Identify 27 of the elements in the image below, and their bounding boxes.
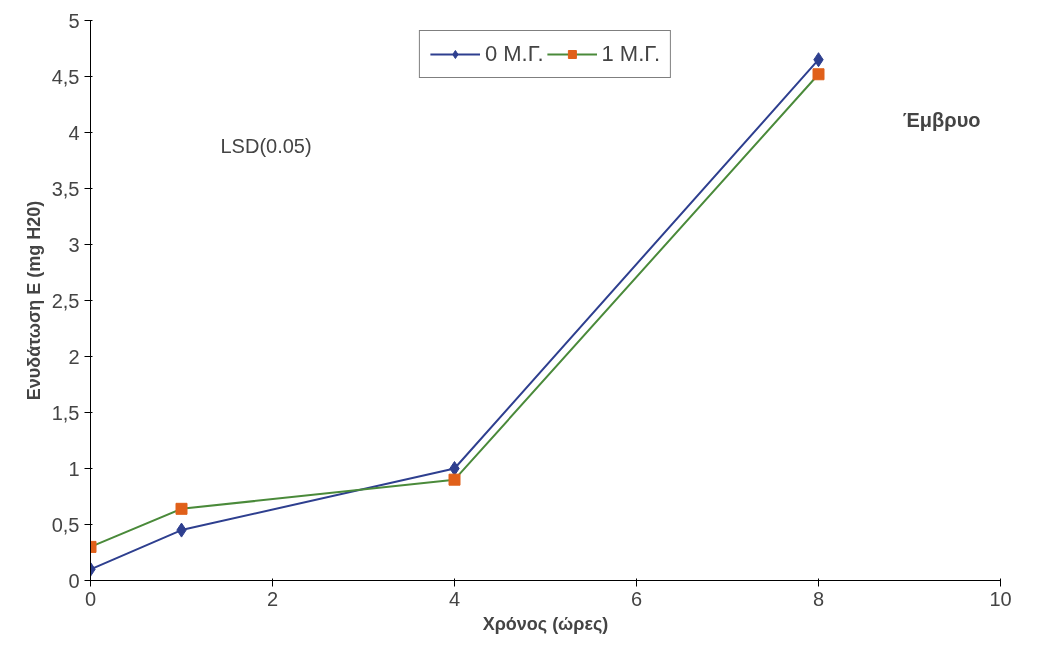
legend-label: 1 Μ.Γ. [601,41,661,67]
annotation: Έμβρυο [902,108,981,131]
y-tick-label: 5 [68,9,80,32]
legend-label: 0 Μ.Γ. [484,41,544,67]
y-axis-title: Ενυδάτωση Ε (mg H20) [23,200,44,401]
point [448,473,461,486]
x-axis-title: Χρόνος (ώρες) [482,613,609,634]
y-tick-label: 4,5 [51,65,80,88]
x-tick-label: 10 [989,587,1012,610]
x-tick-label: 4 [448,587,461,610]
y-tick-label: 4 [68,121,80,144]
x-tick-label: 0 [84,587,97,610]
y-tick-label: 3 [68,233,80,256]
y-tick-label: 0 [68,569,80,592]
y-tick-label: 1,5 [51,401,80,424]
x-tick-label: 8 [812,587,825,610]
y-tick-label: 2 [68,345,80,368]
x-tick-label: 2 [266,587,279,610]
y-tick-label: 2,5 [51,289,80,312]
point [175,502,188,515]
x-tick-label: 6 [630,587,643,610]
point [812,68,825,81]
y-tick-label: 1 [68,457,80,480]
point [449,461,460,476]
annotation: LSD(0.05) [220,134,312,157]
y-tick-label: 3,5 [51,177,80,200]
y-tick-label: 0,5 [51,513,80,536]
